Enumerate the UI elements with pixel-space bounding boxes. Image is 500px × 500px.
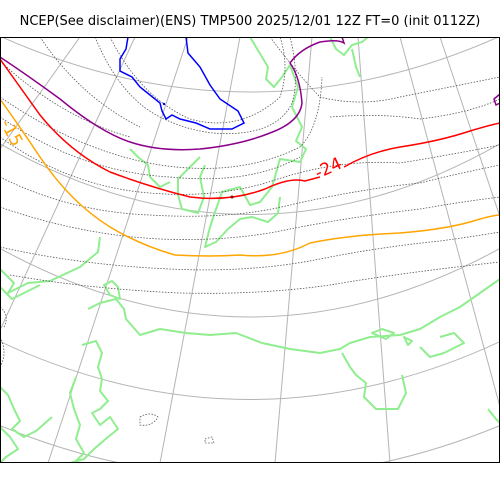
isotherm-purple [0, 37, 346, 151]
graticule [0, 37, 500, 463]
isotherm-blue [119, 37, 246, 130]
weather-map: -24 -15 [0, 37, 500, 463]
isotherm-red [0, 58, 500, 200]
isotherm-orange [0, 98, 500, 257]
isotherms-dashed [0, 37, 500, 444]
coastlines [0, 37, 500, 463]
station-dot [230, 195, 234, 199]
map-background [0, 37, 500, 463]
isotherm-purple-east [493, 93, 500, 107]
map-title: NCEP(See disclaimer)(ENS) TMP500 2025/12… [19, 14, 481, 29]
station-dot [162, 102, 166, 106]
